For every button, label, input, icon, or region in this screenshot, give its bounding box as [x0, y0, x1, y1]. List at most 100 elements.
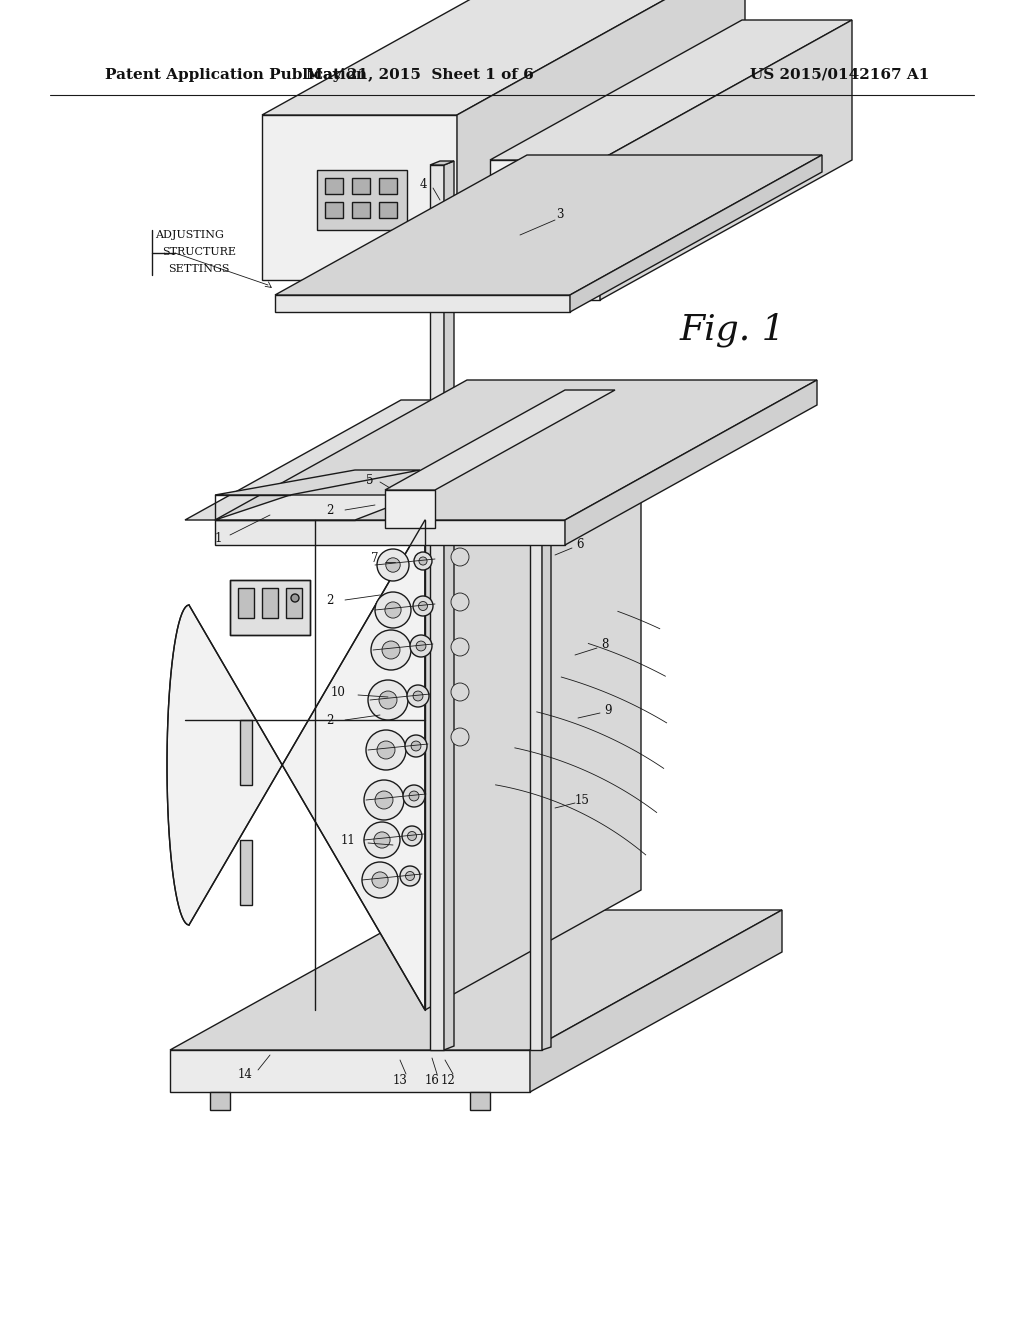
Text: 12: 12 [440, 1073, 456, 1086]
Text: 2: 2 [327, 714, 334, 726]
Text: 5: 5 [367, 474, 374, 487]
Circle shape [409, 791, 419, 801]
Polygon shape [167, 520, 425, 1010]
Text: STRUCTURE: STRUCTURE [162, 247, 236, 257]
Circle shape [451, 593, 469, 611]
Circle shape [411, 741, 421, 751]
Polygon shape [530, 909, 782, 1092]
Polygon shape [238, 587, 254, 618]
Text: 8: 8 [601, 639, 608, 652]
Polygon shape [286, 587, 302, 618]
Circle shape [451, 682, 469, 701]
Polygon shape [352, 202, 370, 218]
Circle shape [419, 557, 427, 565]
Text: 6: 6 [577, 539, 584, 552]
Circle shape [414, 552, 432, 570]
Polygon shape [385, 490, 435, 528]
Text: 3: 3 [556, 209, 564, 222]
Circle shape [368, 680, 408, 719]
Circle shape [291, 594, 299, 602]
Polygon shape [215, 380, 817, 520]
Text: 4: 4 [419, 178, 427, 191]
Text: ADJUSTING: ADJUSTING [155, 230, 224, 240]
Text: 2: 2 [327, 503, 334, 516]
Polygon shape [262, 0, 745, 115]
Text: 9: 9 [604, 704, 611, 717]
Circle shape [451, 548, 469, 566]
Circle shape [408, 832, 417, 841]
Text: 15: 15 [574, 793, 590, 807]
Circle shape [410, 635, 432, 657]
Text: 2: 2 [327, 594, 334, 606]
Polygon shape [170, 1049, 530, 1092]
Polygon shape [430, 165, 444, 1049]
Circle shape [419, 602, 427, 610]
Circle shape [364, 822, 400, 858]
Polygon shape [352, 178, 370, 194]
Circle shape [377, 549, 409, 581]
Circle shape [379, 690, 397, 709]
Polygon shape [275, 294, 570, 312]
Circle shape [372, 873, 388, 888]
Circle shape [374, 832, 390, 849]
Text: Patent Application Publication: Patent Application Publication [105, 69, 367, 82]
Polygon shape [230, 579, 310, 635]
Circle shape [400, 866, 420, 886]
Polygon shape [530, 540, 542, 1049]
Polygon shape [262, 115, 457, 280]
Circle shape [416, 642, 426, 651]
Circle shape [375, 791, 393, 809]
Polygon shape [430, 161, 454, 165]
Polygon shape [325, 178, 343, 194]
Polygon shape [490, 20, 852, 160]
Circle shape [406, 871, 415, 880]
Circle shape [402, 826, 422, 846]
Polygon shape [215, 470, 420, 495]
Circle shape [362, 862, 398, 898]
Text: May 21, 2015  Sheet 1 of 6: May 21, 2015 Sheet 1 of 6 [306, 69, 534, 82]
Text: 1: 1 [214, 532, 221, 544]
Circle shape [364, 780, 404, 820]
Polygon shape [470, 1092, 490, 1110]
Polygon shape [262, 587, 278, 618]
Text: 7: 7 [372, 552, 379, 565]
Polygon shape [240, 840, 252, 906]
Circle shape [451, 729, 469, 746]
Polygon shape [317, 170, 407, 230]
Polygon shape [185, 400, 641, 520]
Polygon shape [425, 400, 641, 1010]
Circle shape [403, 785, 425, 807]
Text: 11: 11 [341, 833, 355, 846]
Text: SETTINGS: SETTINGS [168, 264, 229, 275]
Polygon shape [490, 160, 600, 300]
Text: 10: 10 [331, 685, 345, 698]
Polygon shape [600, 20, 852, 300]
Circle shape [382, 642, 400, 659]
Text: 14: 14 [238, 1068, 253, 1081]
Polygon shape [170, 909, 782, 1049]
Circle shape [385, 602, 401, 618]
Polygon shape [385, 389, 615, 490]
Polygon shape [215, 520, 565, 545]
Circle shape [413, 692, 423, 701]
Circle shape [371, 630, 411, 671]
Text: 13: 13 [392, 1073, 408, 1086]
Circle shape [451, 638, 469, 656]
Polygon shape [565, 380, 817, 545]
Polygon shape [275, 154, 822, 294]
Circle shape [407, 685, 429, 708]
Circle shape [413, 597, 433, 616]
Polygon shape [542, 537, 551, 1049]
Polygon shape [325, 202, 343, 218]
Polygon shape [379, 178, 397, 194]
Polygon shape [215, 495, 420, 520]
Polygon shape [379, 202, 397, 218]
Text: 16: 16 [425, 1073, 439, 1086]
Polygon shape [240, 719, 252, 785]
Circle shape [375, 591, 411, 628]
Polygon shape [457, 0, 745, 280]
Text: Fig. 1: Fig. 1 [680, 313, 785, 347]
Polygon shape [210, 1092, 230, 1110]
Text: US 2015/0142167 A1: US 2015/0142167 A1 [750, 69, 930, 82]
Polygon shape [444, 161, 454, 1049]
